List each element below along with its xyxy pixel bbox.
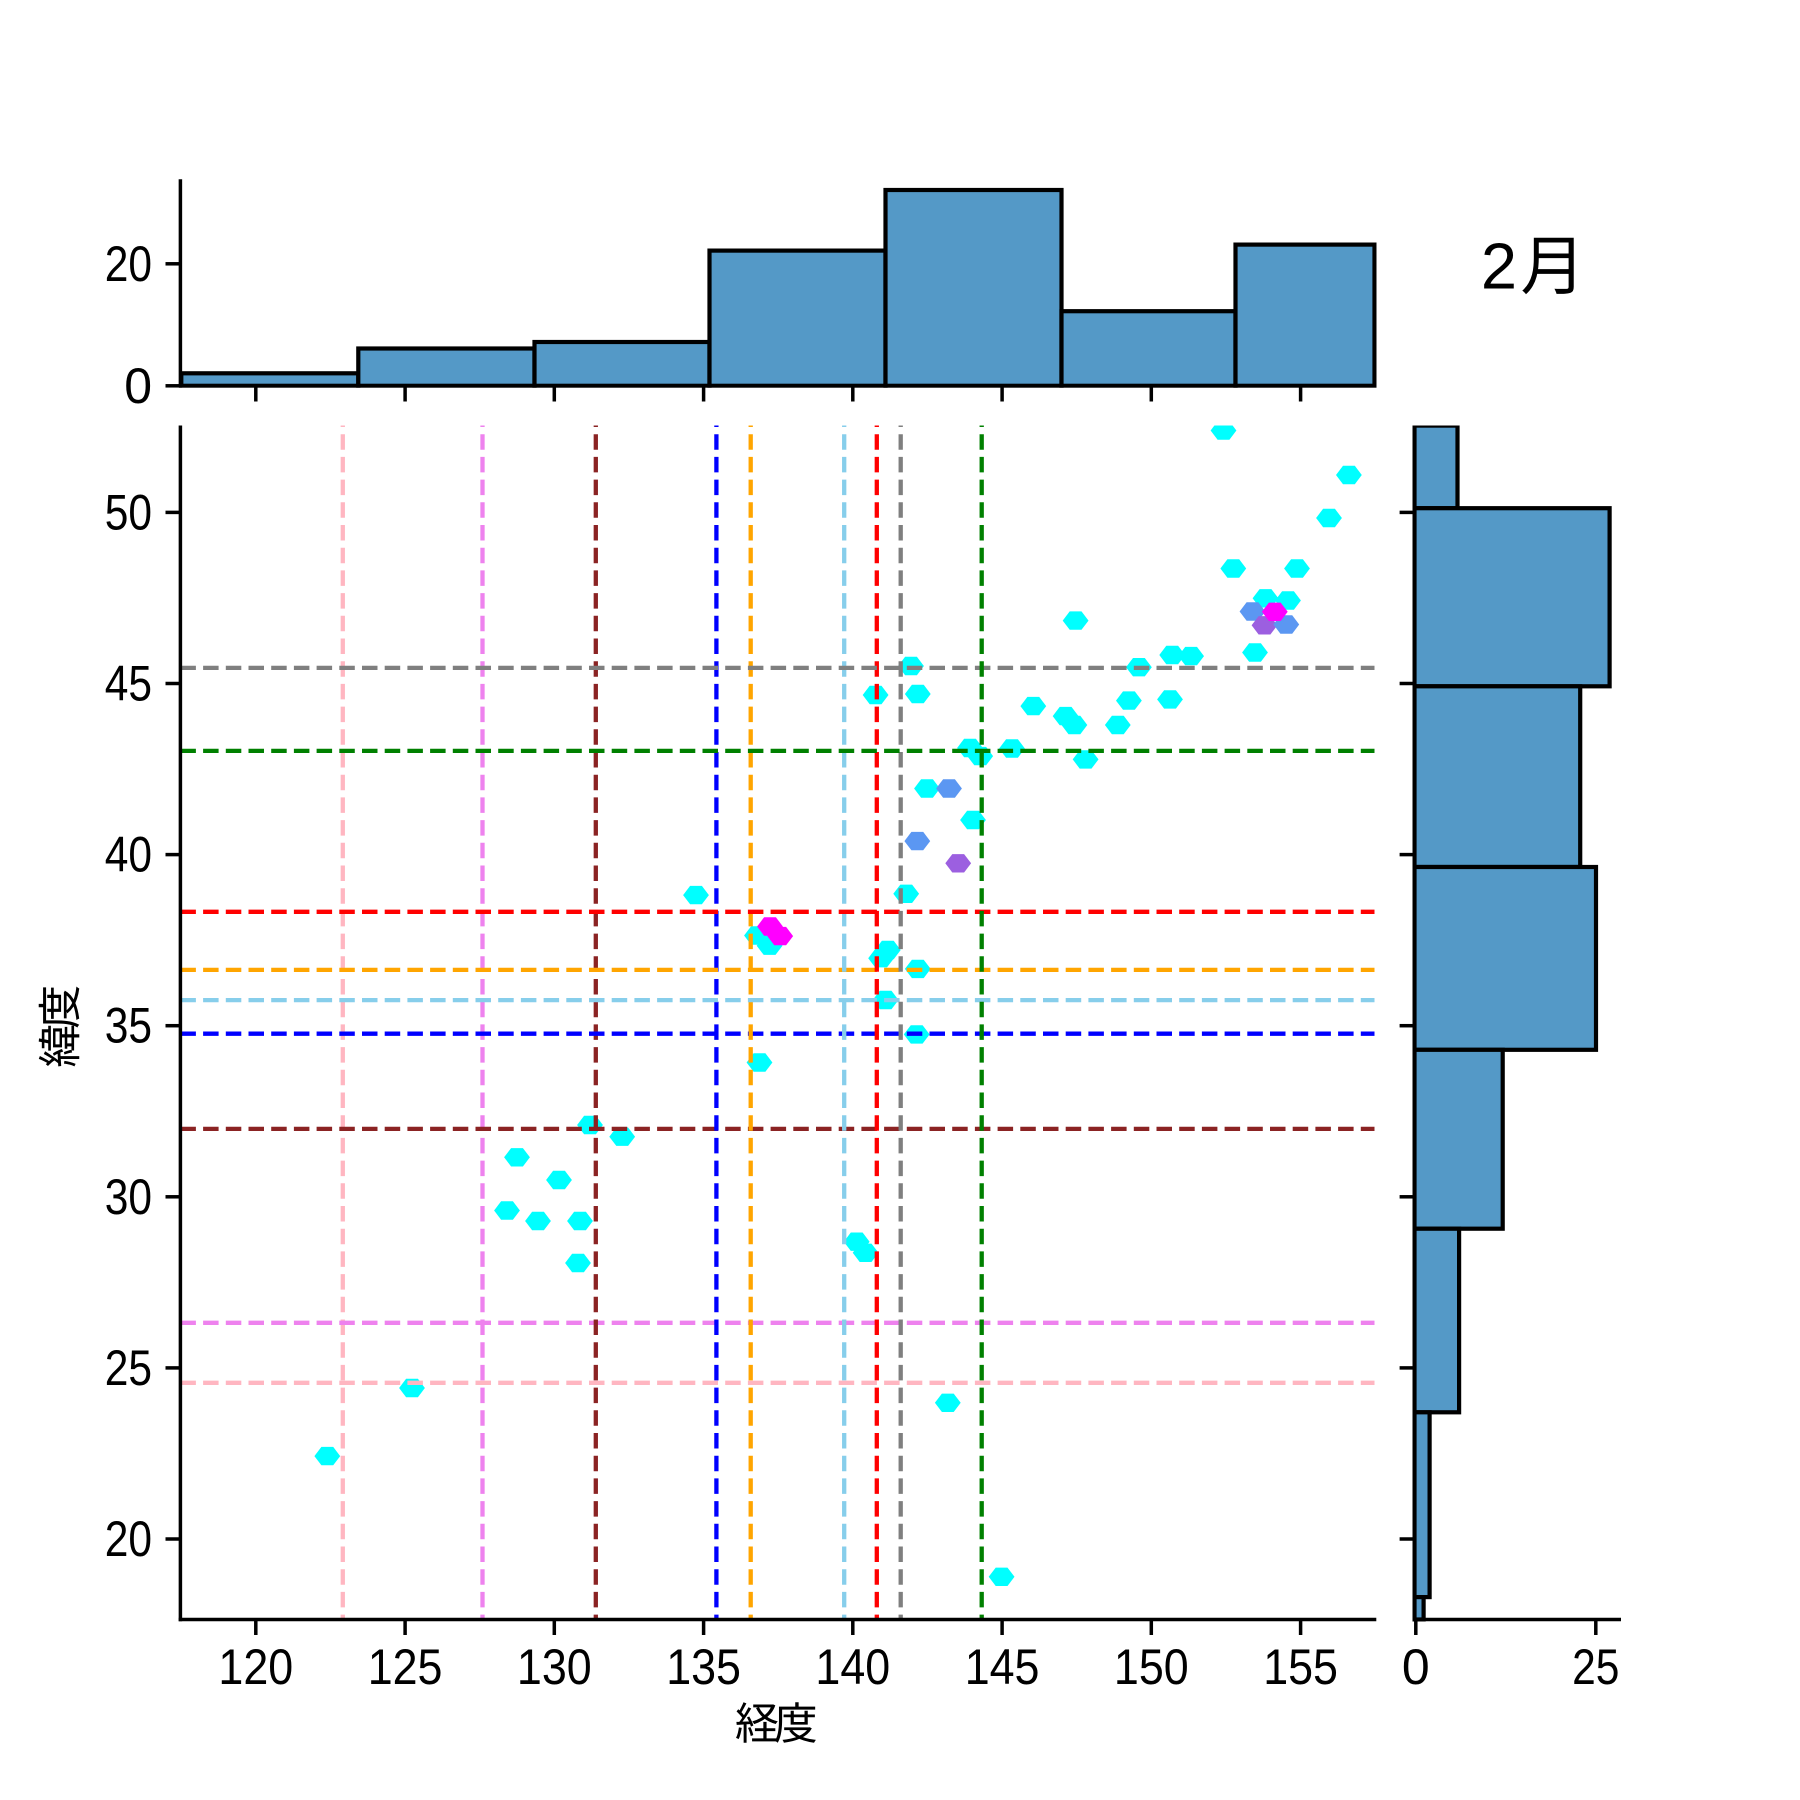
svg-text:35: 35 <box>105 998 152 1054</box>
svg-text:25: 25 <box>105 1340 152 1396</box>
svg-text:120: 120 <box>218 1639 293 1695</box>
svg-text:20: 20 <box>105 236 152 292</box>
svg-text:0: 0 <box>1402 1639 1430 1695</box>
svg-text:145: 145 <box>965 1639 1040 1695</box>
svg-text:45: 45 <box>105 656 152 712</box>
svg-text:135: 135 <box>666 1639 741 1695</box>
svg-text:40: 40 <box>105 827 152 883</box>
svg-text:20: 20 <box>105 1511 152 1567</box>
svg-text:50: 50 <box>105 484 152 540</box>
svg-text:155: 155 <box>1263 1639 1338 1695</box>
svg-text:2: 2 <box>1481 229 1517 302</box>
svg-text:30: 30 <box>105 1169 152 1225</box>
svg-text:125: 125 <box>368 1639 443 1695</box>
svg-text:25: 25 <box>1572 1639 1619 1695</box>
svg-text:140: 140 <box>815 1639 890 1695</box>
svg-text:150: 150 <box>1114 1639 1189 1695</box>
svg-text:130: 130 <box>517 1639 592 1695</box>
svg-text:0: 0 <box>124 358 152 414</box>
